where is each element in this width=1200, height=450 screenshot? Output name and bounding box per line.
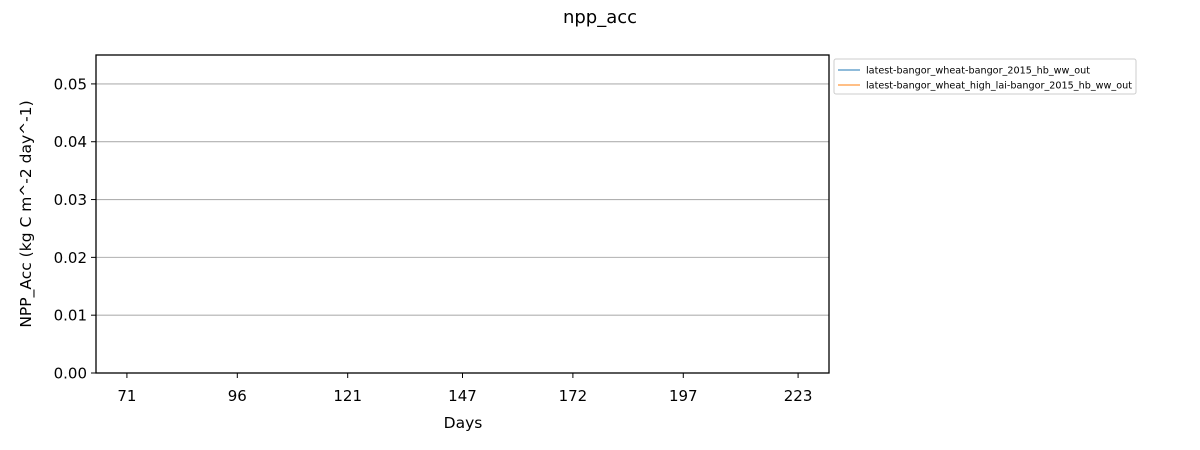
y-tick-label: 0.04 bbox=[54, 133, 87, 151]
x-axis-label: Days bbox=[444, 414, 483, 432]
y-axis: 0.00 0.01 0.02 0.03 0.04 0.05 bbox=[54, 75, 96, 383]
x-tick-label: 147 bbox=[448, 387, 477, 405]
y-tick-label: 0.05 bbox=[54, 75, 87, 93]
legend-label: latest-bangor_wheat_high_lai-bangor_2015… bbox=[866, 81, 1132, 92]
legend-box bbox=[833, 58, 1137, 95]
x-tick-label: 172 bbox=[559, 387, 588, 405]
legend: latest-bangor_wheat-bangor_2015_hb_ww_ou… bbox=[833, 58, 1137, 95]
y-tick-label: 0.02 bbox=[54, 249, 87, 267]
grid-lines bbox=[96, 83, 829, 316]
y-tick-label: 0.03 bbox=[54, 191, 87, 209]
x-tick-label: 197 bbox=[669, 387, 698, 405]
x-tick-label: 71 bbox=[117, 387, 136, 405]
plot-frame bbox=[95, 54, 830, 374]
chart-title: npp_acc bbox=[563, 7, 637, 28]
x-tick-label: 96 bbox=[228, 387, 247, 405]
legend-label: latest-bangor_wheat-bangor_2015_hb_ww_ou… bbox=[866, 66, 1090, 77]
legend-items: latest-bangor_wheat-bangor_2015_hb_ww_ou… bbox=[838, 66, 1132, 92]
x-tick-label: 223 bbox=[784, 387, 813, 405]
y-tick-label: 0.01 bbox=[54, 307, 87, 325]
y-tick-label: 0.00 bbox=[54, 365, 87, 383]
y-axis-label: NPP_Acc (kg C m^-2 day^-1) bbox=[17, 100, 36, 327]
x-axis: 71 96 121 147 172 197 223 bbox=[117, 373, 812, 405]
x-tick-label: 121 bbox=[333, 387, 362, 405]
